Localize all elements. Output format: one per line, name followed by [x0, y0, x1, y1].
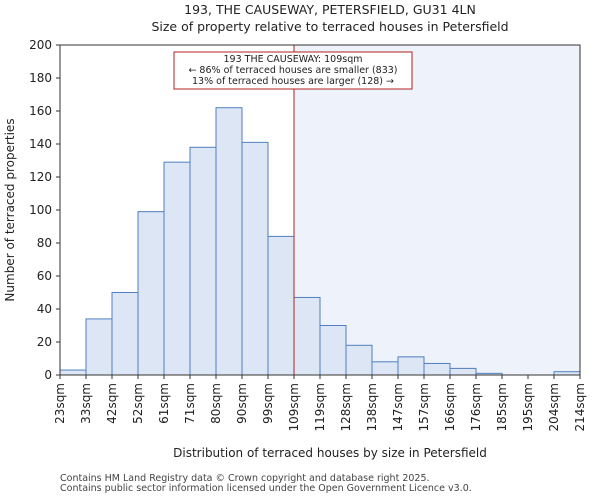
- y-tick-label: 80: [37, 236, 52, 250]
- x-tick-label: 119sqm: [313, 383, 327, 431]
- y-tick-label: 140: [29, 137, 52, 151]
- x-tick-label: 90sqm: [235, 383, 249, 424]
- bar-23sqm: [59, 369, 87, 376]
- bar-33sqm: [85, 318, 113, 376]
- bar-99sqm: [267, 235, 295, 376]
- bar-157sqm: [423, 362, 451, 376]
- chart-title: 193, THE CAUSEWAY, PETERSFIELD, GU31 4LN: [184, 2, 476, 17]
- x-tick-label: 42sqm: [105, 383, 119, 424]
- bar-61sqm: [163, 161, 191, 376]
- x-tick-label: 204sqm: [547, 383, 561, 431]
- x-tick-label: 80sqm: [209, 383, 223, 424]
- y-tick-label: 120: [29, 170, 52, 184]
- y-tick-label: 200: [29, 38, 52, 52]
- y-tick-label: 20: [37, 335, 52, 349]
- x-tick-label: 61sqm: [157, 383, 171, 424]
- bar-52sqm: [137, 211, 165, 376]
- x-tick-label: 52sqm: [131, 383, 145, 424]
- x-tick-label: 71sqm: [183, 383, 197, 424]
- y-tick-label: 60: [37, 269, 52, 283]
- y-axis-label: Number of terraced properties: [3, 118, 17, 301]
- footer-copyright: Contains HM Land Registry data © Crown c…: [60, 473, 430, 484]
- bar-109sqm: [293, 296, 321, 376]
- y-tick-label: 100: [29, 203, 52, 217]
- x-axis-label: Distribution of terraced houses by size …: [173, 446, 487, 460]
- y-tick-label: 0: [44, 368, 52, 382]
- larger-region: [294, 45, 580, 375]
- bar-147sqm: [397, 356, 425, 376]
- bar-128sqm: [345, 344, 373, 376]
- x-tick-label: 128sqm: [339, 383, 353, 431]
- x-tick-label: 157sqm: [417, 383, 431, 431]
- bar-71sqm: [189, 146, 217, 376]
- x-tick-label: 185sqm: [495, 383, 509, 431]
- y-tick-label: 160: [29, 104, 52, 118]
- x-tick-label: 23sqm: [53, 383, 67, 424]
- annotation-box: 193 THE CAUSEWAY: 109sqm ← 86% of terrac…: [173, 51, 413, 90]
- bar-138sqm: [371, 361, 399, 376]
- chart-subtitle: Size of property relative to terraced ho…: [151, 19, 508, 34]
- annotation-smaller: ← 86% of terraced houses are smaller (83…: [188, 65, 397, 76]
- x-tick-label: 138sqm: [365, 383, 379, 431]
- y-tick-label: 180: [29, 71, 52, 85]
- bar-119sqm: [319, 325, 347, 376]
- bar-166sqm: [449, 367, 477, 376]
- x-tick-label: 99sqm: [261, 383, 275, 424]
- annotation-larger: 13% of terraced houses are larger (128) …: [192, 76, 394, 87]
- bar-90sqm: [241, 141, 269, 376]
- x-tick-label: 195sqm: [521, 383, 535, 431]
- x-tick-label: 147sqm: [391, 383, 405, 431]
- x-tick-label: 33sqm: [79, 383, 93, 424]
- x-tick-label: 214sqm: [573, 383, 587, 431]
- footer-licence: Contains public sector information licen…: [60, 483, 472, 494]
- y-tick-label: 40: [37, 302, 52, 316]
- bar-80sqm: [215, 107, 243, 376]
- annotation-title: 193 THE CAUSEWAY: 109sqm: [223, 54, 362, 65]
- x-tick-label: 109sqm: [287, 383, 301, 431]
- x-tick-label: 176sqm: [469, 383, 483, 431]
- x-tick-label: 166sqm: [443, 383, 457, 431]
- bar-42sqm: [111, 292, 139, 376]
